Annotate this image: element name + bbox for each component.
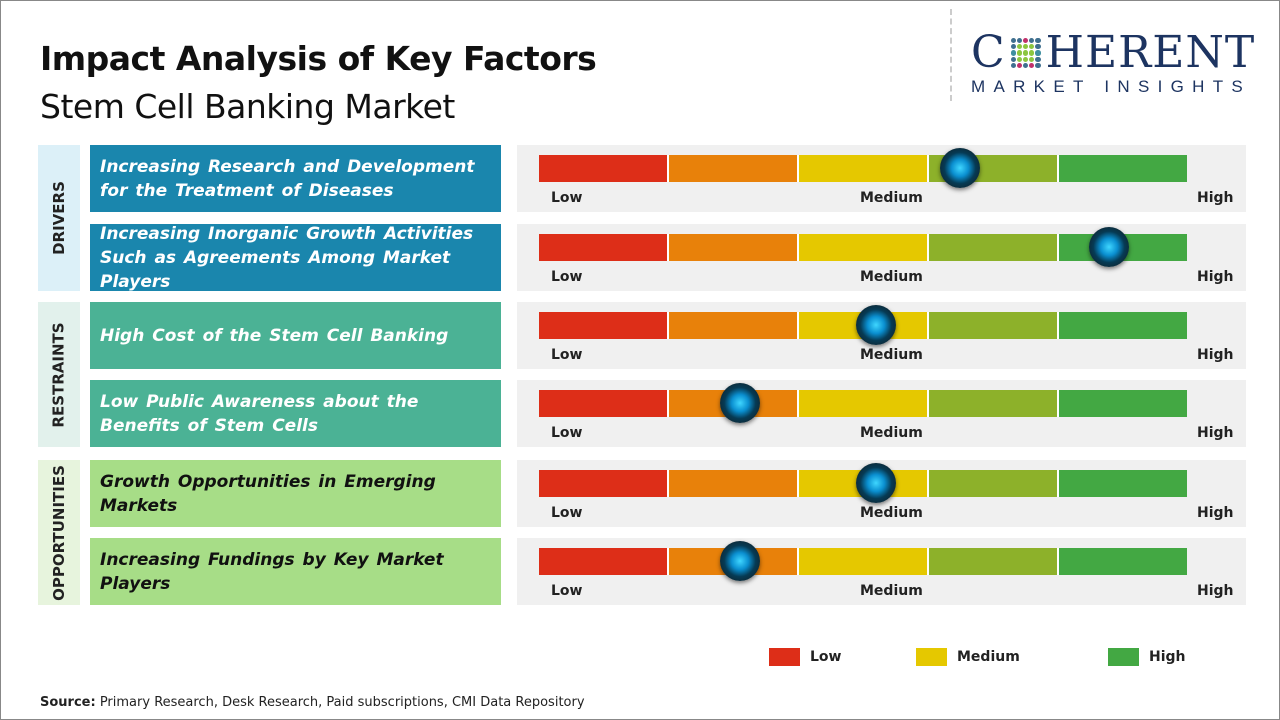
- scale-label-high: High: [1197, 269, 1234, 285]
- scale-label-low: Low: [551, 347, 583, 363]
- scale-label-high: High: [1197, 583, 1234, 599]
- factor-box: Low Public Awareness about the Benefits …: [90, 380, 501, 447]
- impact-scale: Low Medium High: [517, 224, 1246, 291]
- factor-text: High Cost of the Stem Cell Banking: [100, 325, 449, 346]
- factor-text: Growth Opportunities in Emerging Markets: [100, 471, 436, 516]
- scale-label-low: Low: [551, 269, 583, 285]
- scale-label-high: High: [1197, 425, 1234, 441]
- legend-swatch: [769, 648, 800, 666]
- bar-segment: [669, 470, 799, 497]
- scale-label-medium: Medium: [860, 505, 923, 521]
- bar-segment: [1059, 155, 1187, 182]
- bar-segment: [669, 155, 799, 182]
- bar-segment: [539, 155, 669, 182]
- impact-scale: Low Medium High: [517, 460, 1246, 527]
- bar-segment: [799, 390, 929, 417]
- impact-bar: [539, 312, 1187, 339]
- legend-medium: Medium: [916, 648, 1020, 666]
- scale-label-medium: Medium: [860, 425, 923, 441]
- coherent-logo: C HERENT MARKET INSIGHTS: [971, 27, 1256, 97]
- divider: [950, 9, 952, 101]
- legend-swatch: [916, 648, 947, 666]
- category-drivers: DRIVERS: [38, 145, 80, 291]
- factor-box: Growth Opportunities in Emerging Markets: [90, 460, 501, 527]
- impact-marker: [855, 463, 896, 503]
- impact-scale: Low Medium High: [517, 145, 1246, 212]
- bar-segment: [799, 155, 929, 182]
- bar-segment: [929, 548, 1059, 575]
- bar-segment: [929, 312, 1059, 339]
- category-opportunities: OPPORTUNITIES: [38, 460, 80, 605]
- bar-segment: [929, 390, 1059, 417]
- impact-scale: Low Medium High: [517, 380, 1246, 447]
- category-restraints: RESTRAINTS: [38, 302, 80, 447]
- source-label: Source:: [40, 695, 96, 710]
- scale-label-high: High: [1197, 347, 1234, 363]
- scale-label-low: Low: [551, 190, 583, 206]
- legend-label: Medium: [957, 649, 1020, 665]
- scale-label-high: High: [1197, 505, 1234, 521]
- factor-box: High Cost of the Stem Cell Banking: [90, 302, 501, 369]
- impact-bar: [539, 390, 1187, 417]
- page-title: Impact Analysis of Key Factors: [40, 39, 597, 78]
- scale-label-medium: Medium: [860, 190, 923, 206]
- factor-box: Increasing Fundings by Key Market Player…: [90, 538, 501, 605]
- bar-segment: [539, 548, 669, 575]
- impact-scale: Low Medium High: [517, 538, 1246, 605]
- scale-label-high: High: [1197, 190, 1234, 206]
- legend-low: Low: [769, 648, 841, 666]
- bar-segment: [1059, 312, 1187, 339]
- scale-label-medium: Medium: [860, 269, 923, 285]
- impact-marker: [855, 305, 896, 345]
- impact-scale: Low Medium High: [517, 302, 1246, 369]
- source-text: Primary Research, Desk Research, Paid su…: [95, 695, 585, 710]
- impact-bar: [539, 234, 1187, 261]
- factor-box: Increasing Inorganic Growth Activities S…: [90, 223, 501, 292]
- legend-label: Low: [810, 649, 842, 665]
- legend-swatch: [1108, 648, 1139, 666]
- bar-segment: [799, 548, 929, 575]
- category-label: DRIVERS: [50, 181, 69, 255]
- impact-marker: [719, 383, 760, 423]
- bar-segment: [669, 234, 799, 261]
- bar-segment: [539, 312, 669, 339]
- impact-marker: [719, 541, 760, 581]
- impact-marker: [1089, 227, 1130, 267]
- scale-label-low: Low: [551, 583, 583, 599]
- impact-marker: [940, 148, 981, 188]
- page-subtitle: Stem Cell Banking Market: [40, 87, 455, 126]
- factor-text: Low Public Awareness about the Benefits …: [100, 391, 419, 436]
- bar-segment: [539, 234, 669, 261]
- category-label: OPPORTUNITIES: [50, 464, 68, 601]
- category-label: RESTRAINTS: [50, 321, 69, 428]
- factor-text: Increasing Inorganic Growth Activities S…: [100, 223, 474, 292]
- bar-segment: [929, 234, 1059, 261]
- globe-icon: [1009, 36, 1043, 70]
- bar-segment: [799, 234, 929, 261]
- scale-label-low: Low: [551, 505, 583, 521]
- scale-label-medium: Medium: [860, 347, 923, 363]
- legend-high: High: [1108, 648, 1186, 666]
- impact-bar: [539, 548, 1187, 575]
- bar-segment: [539, 390, 669, 417]
- bar-segment: [1059, 548, 1187, 575]
- impact-bar: [539, 155, 1187, 182]
- scale-label-low: Low: [551, 425, 583, 441]
- factor-box: Increasing Research and Development for …: [90, 145, 501, 212]
- source-note: Source: Primary Research, Desk Research,…: [40, 695, 585, 710]
- bar-segment: [669, 312, 799, 339]
- bar-segment: [1059, 390, 1187, 417]
- factor-text: Increasing Fundings by Key Market Player…: [100, 549, 444, 594]
- bar-segment: [929, 470, 1059, 497]
- factor-text: Increasing Research and Development for …: [100, 156, 475, 201]
- bar-segment: [539, 470, 669, 497]
- bar-segment: [1059, 470, 1187, 497]
- legend-label: High: [1149, 649, 1186, 665]
- scale-label-medium: Medium: [860, 583, 923, 599]
